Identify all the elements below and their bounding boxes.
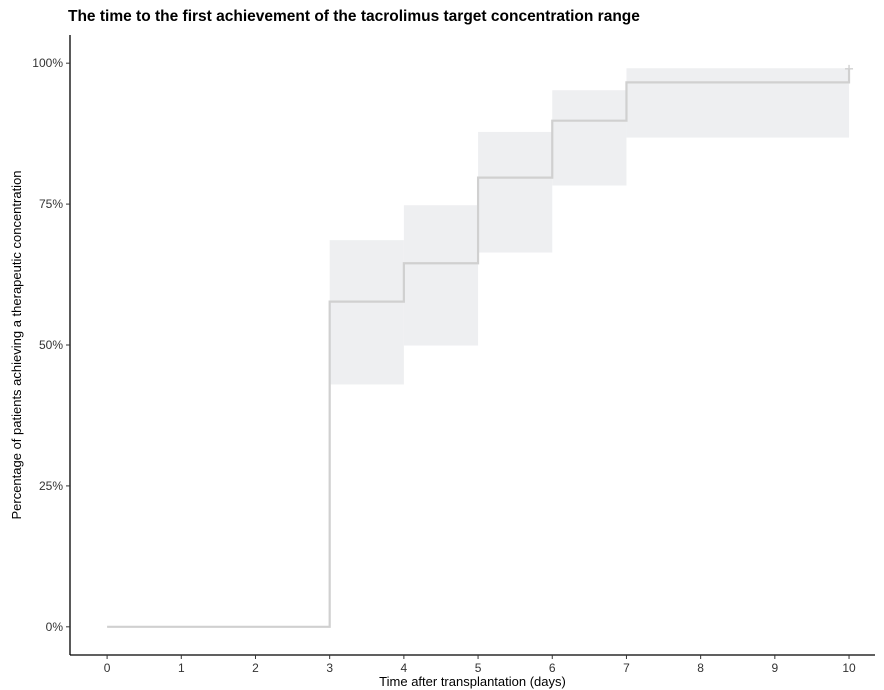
x-tick-label: 2 <box>252 661 259 675</box>
x-tick-label: 9 <box>771 661 778 675</box>
x-tick-label: 8 <box>697 661 704 675</box>
ci-band-4 <box>552 90 627 186</box>
x-tick-label: 1 <box>178 661 185 675</box>
censor-mark <box>845 64 854 73</box>
y-tick-label: 0% <box>46 620 64 634</box>
ci-band-1 <box>329 240 404 385</box>
ci-band-5 <box>626 68 850 138</box>
survival-step-line <box>107 68 851 628</box>
ci-band-2 <box>403 205 479 346</box>
x-tick-label: 7 <box>623 661 630 675</box>
x-tick-label: 4 <box>401 661 408 675</box>
y-tick-label: 100% <box>32 56 63 70</box>
chart-title: The time to the first achievement of the… <box>68 8 640 25</box>
y-axis-title: Percentage of patients achieving a thera… <box>9 170 24 519</box>
x-tick-label: 5 <box>475 661 482 675</box>
y-tick-label: 50% <box>39 338 63 352</box>
x-ticks: 0 1 2 3 4 5 6 7 8 9 10 <box>104 655 856 675</box>
x-tick-label: 3 <box>326 661 333 675</box>
ci-band-3 <box>478 131 553 253</box>
confidence-band-layer <box>329 68 850 385</box>
survival-line-layer <box>107 64 854 628</box>
x-tick-label: 6 <box>549 661 556 675</box>
x-tick-label: 10 <box>842 661 856 675</box>
y-tick-label: 25% <box>39 479 63 493</box>
y-ticks: 0% 25% 50% 75% 100% <box>32 56 70 634</box>
x-axis-title: Time after transplantation (days) <box>379 674 566 689</box>
y-tick-label: 75% <box>39 197 63 211</box>
x-tick-label: 0 <box>104 661 111 675</box>
